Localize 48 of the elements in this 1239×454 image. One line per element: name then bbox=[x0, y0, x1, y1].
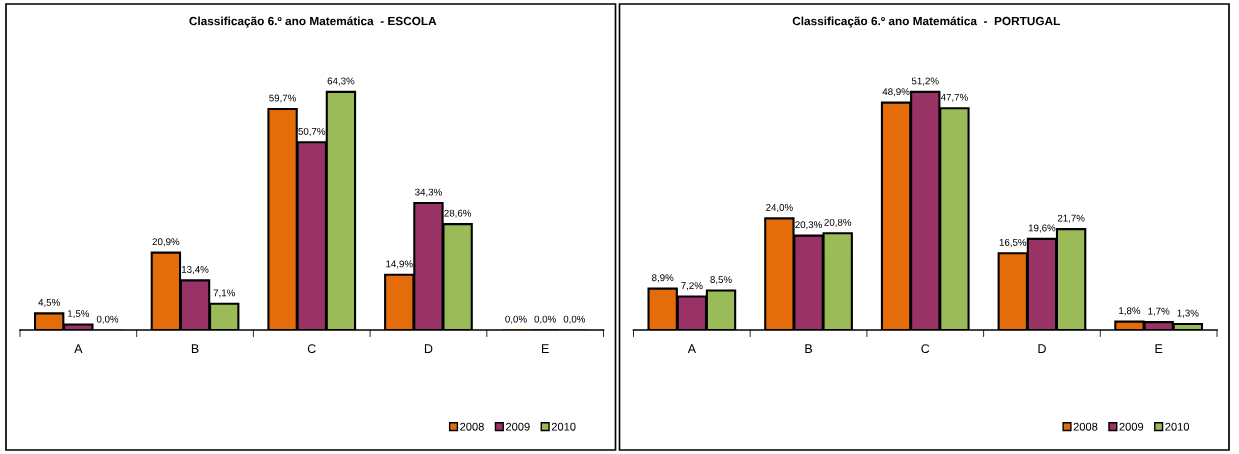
data-label: 0,0% bbox=[505, 315, 527, 324]
legend-label: 2009 bbox=[1119, 422, 1144, 431]
chart-title: Classificação 6.º ano Matemática - PORTUGAL bbox=[792, 16, 1060, 28]
x-tick-label: B bbox=[805, 344, 813, 353]
x-tick-label: A bbox=[687, 344, 696, 353]
legend-label: 2008 bbox=[460, 422, 484, 431]
data-label: 20,3% bbox=[795, 221, 822, 230]
data-label: 34,3% bbox=[415, 188, 442, 197]
data-label: 1,5% bbox=[68, 310, 90, 319]
data-label: 50,7% bbox=[298, 127, 326, 136]
data-label: 0,0% bbox=[563, 315, 586, 324]
data-label: 1,3% bbox=[1177, 309, 1199, 318]
x-tick-label: D bbox=[1038, 344, 1046, 353]
data-label: 24,0% bbox=[766, 204, 793, 213]
x-tick-label: E bbox=[1155, 344, 1163, 353]
legend-label: 2008 bbox=[1073, 422, 1098, 431]
data-label: 21,7% bbox=[1057, 214, 1085, 223]
data-label: 4,5% bbox=[38, 299, 60, 308]
data-label: 16,5% bbox=[999, 238, 1027, 247]
data-label: 28,6% bbox=[444, 209, 472, 218]
data-label: 20,9% bbox=[152, 238, 180, 247]
data-label: 0,0% bbox=[534, 315, 556, 324]
legend-label: 2009 bbox=[506, 422, 530, 431]
data-label: 7,1% bbox=[213, 289, 235, 298]
data-label: 19,6% bbox=[1028, 224, 1056, 233]
data-label: 1,7% bbox=[1148, 307, 1170, 316]
data-label: 1,8% bbox=[1119, 307, 1141, 316]
x-tick-label: C bbox=[307, 344, 316, 354]
data-label: 14,9% bbox=[386, 260, 413, 269]
legend-label: 2010 bbox=[551, 422, 576, 431]
data-label: 47,7% bbox=[940, 93, 968, 102]
data-label: 64,3% bbox=[327, 77, 355, 86]
data-label: 13,4% bbox=[182, 266, 209, 275]
x-tick-label: D bbox=[424, 344, 433, 353]
x-tick-label: C bbox=[921, 344, 930, 354]
data-label: 8,5% bbox=[710, 276, 732, 285]
data-label: 20,8% bbox=[824, 218, 852, 227]
data-label: 8,9% bbox=[652, 274, 674, 283]
data-label: 59,7% bbox=[269, 94, 297, 103]
x-tick-label: A bbox=[74, 344, 83, 353]
legend-label: 2010 bbox=[1165, 422, 1190, 431]
chart-title: Classificação 6.º ano Matemática - ESCOLA bbox=[189, 16, 437, 28]
data-label: 7,2% bbox=[681, 282, 703, 291]
x-tick-label: E bbox=[542, 344, 549, 353]
data-label: 51,2% bbox=[911, 77, 939, 86]
data-label: 48,9% bbox=[882, 88, 910, 97]
data-label: 0,0% bbox=[96, 315, 119, 324]
x-tick-label: B bbox=[191, 344, 199, 353]
